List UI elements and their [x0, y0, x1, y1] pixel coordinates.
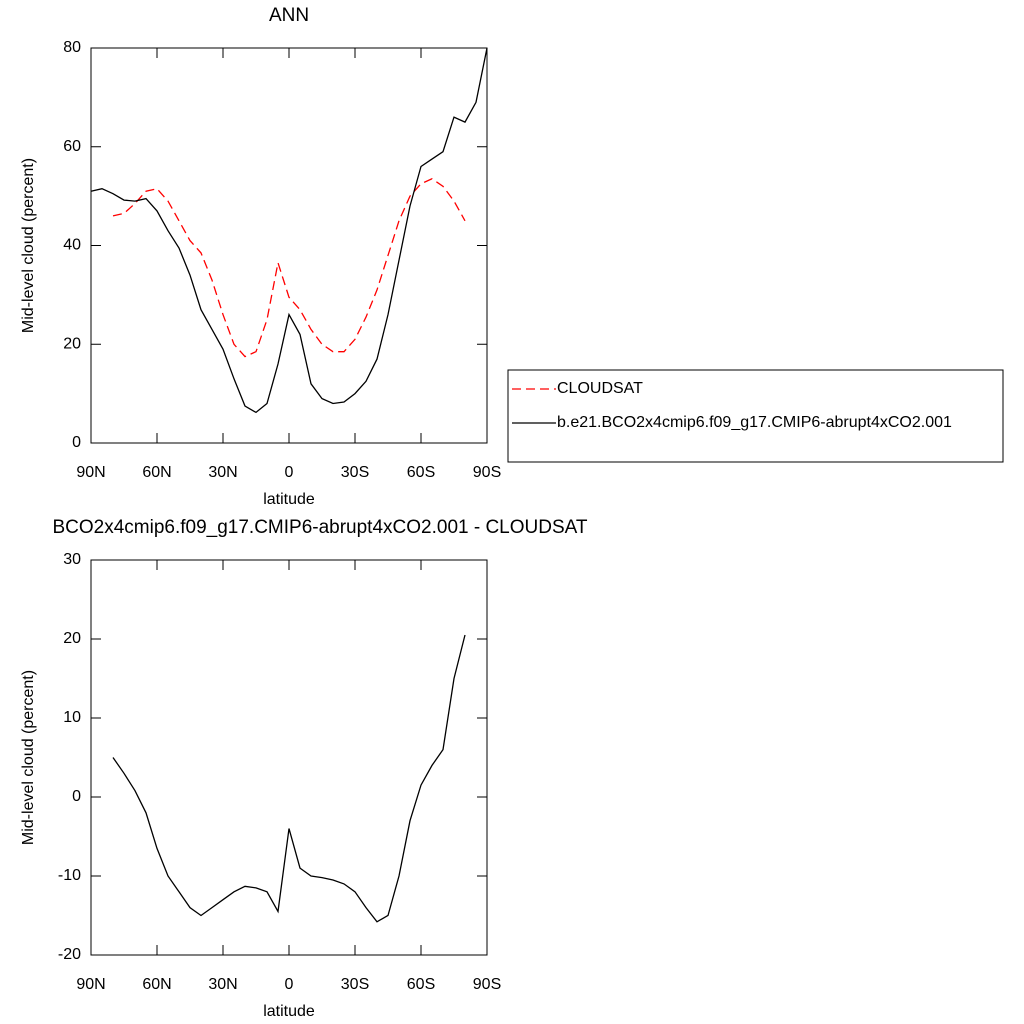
data-line	[90, 47, 488, 414]
y-tick-label: 10	[63, 709, 81, 726]
x-tick-label: 90S	[473, 976, 501, 993]
y-tick-label: -20	[58, 946, 81, 963]
y-tick-label: 20	[63, 335, 81, 352]
plot-frame	[90, 47, 488, 444]
x-tick-label: 60N	[142, 464, 171, 481]
x-tick-label: 60S	[407, 464, 435, 481]
y-tick-label: 0	[72, 788, 81, 805]
legend-label: b.e21.BCO2x4cmip6.f09_g17.CMIP6-abrupt4x…	[557, 414, 952, 431]
x-tick-label: 30N	[208, 464, 237, 481]
chart-title: ANN	[269, 5, 309, 26]
y-tick-label: 40	[63, 237, 81, 254]
legend-box	[507, 369, 1004, 463]
y-axis-label: Mid-level cloud (percent)	[20, 158, 37, 333]
data-line	[112, 178, 466, 358]
y-tick-label: -10	[58, 867, 81, 884]
chart-title: BCO2x4cmip6.f09_g17.CMIP6-abrupt4xCO2.00…	[52, 517, 587, 538]
x-tick-label: 60N	[142, 976, 171, 993]
x-axis-label: latitude	[263, 491, 315, 508]
x-tick-label: 30S	[341, 464, 369, 481]
x-tick-label: 90N	[76, 976, 105, 993]
y-tick-label: 0	[72, 434, 81, 451]
y-tick-label: 60	[63, 138, 81, 155]
y-axis-label: Mid-level cloud (percent)	[20, 670, 37, 845]
x-tick-label: 0	[285, 976, 294, 993]
y-tick-label: 80	[63, 39, 81, 56]
x-tick-label: 30N	[208, 976, 237, 993]
y-tick-label: 20	[63, 630, 81, 647]
x-tick-label: 90N	[76, 464, 105, 481]
x-tick-label: 0	[285, 464, 294, 481]
data-line	[112, 634, 466, 923]
legend-label: CLOUDSAT	[557, 380, 643, 397]
y-tick-label: 30	[63, 551, 81, 568]
plot-frame	[90, 559, 488, 956]
x-tick-label: 90S	[473, 464, 501, 481]
x-tick-label: 60S	[407, 976, 435, 993]
x-tick-label: 30S	[341, 976, 369, 993]
x-axis-label: latitude	[263, 1003, 315, 1020]
